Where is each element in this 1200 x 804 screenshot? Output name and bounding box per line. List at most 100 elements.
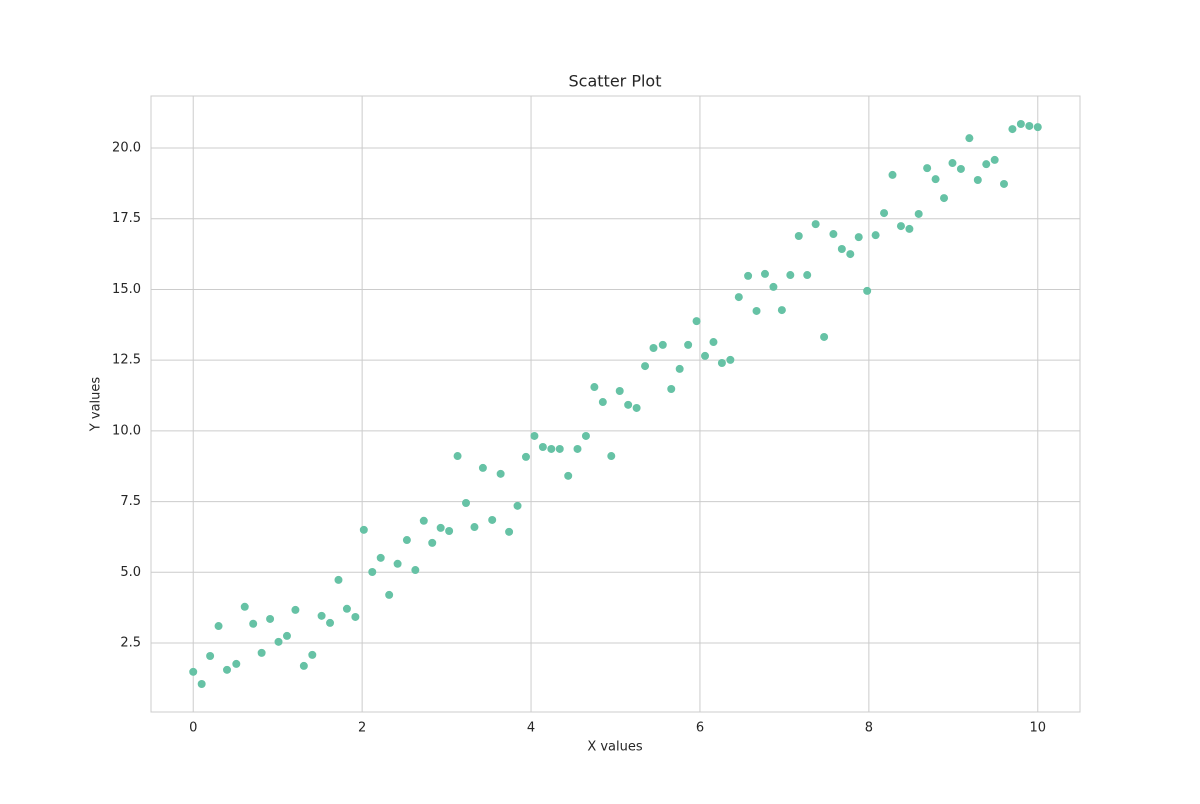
chart-title: Scatter Plot — [569, 72, 662, 91]
y-axis-label: Y values — [89, 377, 104, 433]
point — [291, 605, 300, 614]
point — [726, 355, 735, 364]
point — [820, 332, 829, 341]
point — [914, 209, 923, 218]
point — [478, 463, 487, 472]
point — [376, 553, 385, 562]
point — [888, 170, 897, 179]
point — [931, 175, 940, 184]
point — [880, 209, 889, 218]
point — [649, 344, 658, 352]
y-tick-label: 5.0 — [120, 565, 141, 580]
point — [359, 525, 368, 534]
point — [232, 659, 241, 668]
point — [863, 286, 872, 295]
point — [803, 271, 812, 280]
point — [709, 338, 718, 347]
x-tick-label: 8 — [865, 721, 873, 736]
point — [940, 194, 949, 203]
point — [555, 444, 564, 453]
point — [257, 648, 266, 657]
point — [990, 155, 999, 164]
point — [760, 269, 769, 278]
point — [428, 538, 437, 547]
point — [948, 159, 957, 168]
point — [488, 515, 497, 524]
point — [240, 602, 249, 611]
point — [206, 652, 215, 660]
point — [871, 231, 880, 240]
y-tick-label: 10.0 — [112, 423, 141, 438]
point — [368, 568, 377, 576]
point — [675, 364, 684, 373]
point — [701, 351, 710, 360]
point — [965, 134, 974, 143]
point — [607, 452, 616, 461]
point — [973, 176, 982, 184]
point — [590, 383, 599, 392]
point — [923, 164, 932, 173]
point — [385, 590, 394, 599]
point — [956, 164, 965, 173]
point — [308, 650, 317, 659]
plot-frame — [150, 95, 1081, 713]
point — [777, 306, 786, 315]
point — [581, 431, 590, 440]
point — [786, 271, 795, 280]
point — [684, 340, 693, 349]
point — [462, 498, 471, 507]
point — [513, 501, 522, 510]
point — [624, 400, 633, 409]
y-tick-label: 2.5 — [120, 635, 141, 650]
y-tick-label: 15.0 — [112, 282, 141, 297]
point — [223, 665, 232, 674]
point — [1033, 123, 1042, 132]
point — [351, 612, 360, 621]
point — [197, 680, 206, 688]
point — [598, 398, 607, 407]
x-tick-label: 2 — [358, 721, 366, 736]
point — [811, 220, 820, 229]
point — [667, 385, 676, 394]
x-tick-label: 4 — [527, 721, 535, 736]
y-tick-label: 12.5 — [112, 353, 141, 368]
y-tick-label: 7.5 — [120, 494, 141, 509]
point — [615, 386, 624, 395]
point — [658, 340, 667, 349]
point — [214, 622, 223, 631]
point — [769, 282, 778, 291]
point — [717, 358, 726, 367]
x-axis-label: X values — [587, 740, 643, 755]
point — [1025, 121, 1034, 130]
x-tick-label: 0 — [189, 721, 197, 736]
point — [846, 250, 855, 259]
point — [692, 317, 701, 326]
point — [189, 667, 198, 676]
point — [419, 516, 428, 525]
x-tick-label: 10 — [1029, 721, 1046, 736]
point — [470, 523, 479, 532]
point — [999, 179, 1008, 188]
point — [564, 471, 573, 480]
point — [538, 442, 547, 451]
point — [505, 527, 514, 536]
y-tick-label: 20.0 — [112, 141, 141, 156]
point — [496, 469, 505, 478]
point — [342, 604, 351, 613]
point — [641, 362, 650, 371]
point — [829, 230, 838, 239]
point — [402, 536, 411, 545]
point — [334, 575, 343, 584]
point — [282, 631, 291, 640]
point — [521, 452, 530, 461]
point — [734, 293, 743, 302]
point — [411, 566, 420, 575]
point — [752, 306, 761, 315]
point — [317, 611, 326, 620]
y-tick-label: 17.5 — [112, 211, 141, 226]
point — [1008, 125, 1017, 134]
point — [299, 661, 308, 670]
point — [905, 224, 914, 233]
point — [436, 523, 445, 532]
